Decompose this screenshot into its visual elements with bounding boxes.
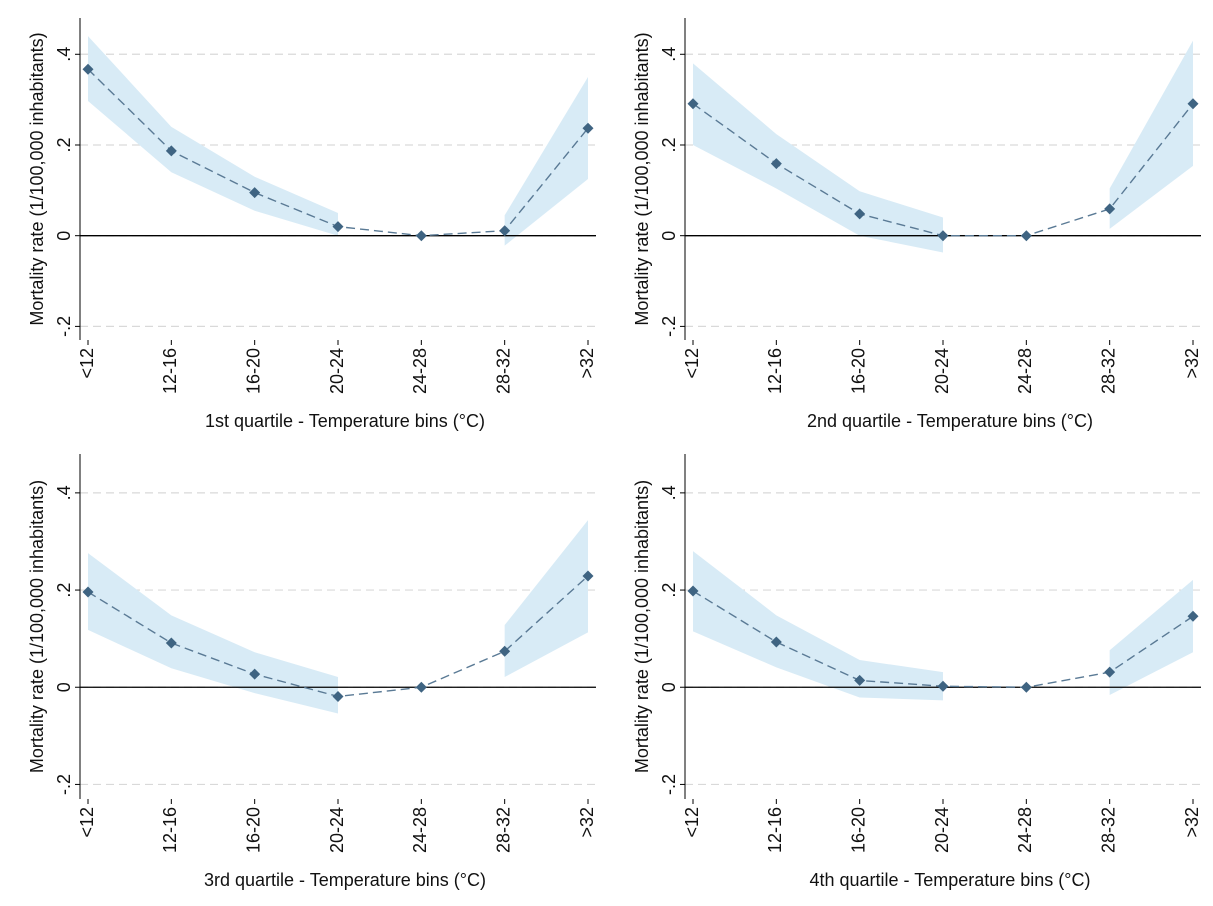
marker (1020, 230, 1032, 242)
marker (415, 230, 427, 242)
y-tick-label: 0 (54, 682, 74, 692)
x-tick-label: >32 (1182, 807, 1202, 838)
panel: -.2 0 .2 .4 <12 12-16 16-20 20-24 24-28 28-32 >32 M… (27, 18, 597, 431)
panel: -.2 0 .2 .4 <12 12-16 16-20 20-24 24-28 28-32 >32 M… (632, 18, 1202, 431)
marker (1104, 666, 1116, 678)
marker (770, 636, 782, 648)
y-tick-label: .4 (659, 485, 679, 500)
confidence-band (504, 76, 588, 246)
marker (854, 674, 866, 686)
marker (1104, 203, 1116, 215)
marker (82, 63, 94, 75)
marker (1187, 610, 1199, 622)
y-axis-label: Mortality rate (1/100,000 inhabitants) (632, 480, 652, 773)
y-tick-label: 0 (659, 231, 679, 241)
y-tick-label: .2 (659, 583, 679, 598)
x-tick-label: 20-24 (327, 807, 347, 853)
x-tick-label: >32 (577, 348, 597, 379)
x-tick-label: <12 (77, 807, 97, 838)
panel: -.2 0 .2 .4 <12 12-16 16-20 20-24 24-28 28-32 >32 M… (632, 454, 1202, 890)
marker (582, 570, 594, 582)
x-tick-label: 24-28 (1015, 807, 1035, 853)
x-tick-label: 12-16 (765, 807, 785, 853)
x-axis-label: 3rd quartile - Temperature bins (°C) (204, 870, 486, 890)
y-tick-label: -.2 (659, 316, 679, 337)
marker (854, 208, 866, 220)
marker (332, 221, 344, 233)
x-tick-label: 16-20 (243, 348, 263, 394)
y-tick-label: -.2 (659, 774, 679, 795)
x-tick-label: 28-32 (493, 348, 513, 394)
marker (687, 585, 699, 597)
y-tick-label: .2 (659, 137, 679, 152)
y-tick-label: .4 (54, 485, 74, 500)
marker (687, 98, 699, 110)
x-tick-label: 24-28 (1015, 348, 1035, 394)
y-axis-label: Mortality rate (1/100,000 inhabitants) (632, 32, 652, 325)
marker (1020, 681, 1032, 693)
x-tick-label: 12-16 (160, 807, 180, 853)
x-tick-label: <12 (682, 807, 702, 838)
panel: -.2 0 .2 .4 <12 12-16 16-20 20-24 24-28 28-32 >32 M… (27, 454, 597, 890)
confidence-band (693, 551, 943, 701)
y-tick-label: 0 (54, 231, 74, 241)
x-tick-label: 16-20 (243, 807, 263, 853)
marker (415, 681, 427, 693)
x-tick-label: 20-24 (932, 348, 952, 394)
x-tick-label: 12-16 (765, 348, 785, 394)
x-tick-label: 28-32 (1098, 348, 1118, 394)
x-tick-label: <12 (77, 348, 97, 379)
x-axis-label: 2nd quartile - Temperature bins (°C) (807, 411, 1093, 431)
x-tick-label: 24-28 (410, 807, 430, 853)
y-tick-label: .4 (54, 47, 74, 62)
marker (499, 645, 511, 657)
marker (770, 158, 782, 170)
confidence-band (88, 36, 338, 236)
x-tick-label: 28-32 (1098, 807, 1118, 853)
marker (82, 586, 94, 598)
x-tick-label: 20-24 (932, 807, 952, 853)
y-tick-label: 0 (659, 682, 679, 692)
x-tick-label: 24-28 (410, 348, 430, 394)
marker (249, 668, 261, 680)
marker (332, 690, 344, 702)
confidence-band (1109, 579, 1193, 696)
marker (937, 230, 949, 242)
marker (165, 145, 177, 157)
marker (1187, 98, 1199, 110)
x-tick-label: <12 (682, 348, 702, 379)
x-tick-label: 16-20 (848, 807, 868, 853)
x-tick-label: 12-16 (160, 348, 180, 394)
y-axis-label: Mortality rate (1/100,000 inhabitants) (27, 480, 47, 773)
y-tick-label: -.2 (54, 316, 74, 337)
y-axis-label: Mortality rate (1/100,000 inhabitants) (27, 32, 47, 325)
marker (582, 122, 594, 134)
y-tick-label: .2 (54, 137, 74, 152)
confidence-band (693, 63, 943, 253)
marker (249, 187, 261, 199)
x-axis-label: 1st quartile - Temperature bins (°C) (205, 411, 485, 431)
x-tick-label: 16-20 (848, 348, 868, 394)
confidence-band (504, 520, 588, 678)
confidence-band (1109, 40, 1193, 229)
x-tick-label: 20-24 (327, 348, 347, 394)
y-tick-label: -.2 (54, 774, 74, 795)
y-tick-label: .4 (659, 47, 679, 62)
marker (499, 225, 511, 237)
x-tick-label: >32 (1182, 348, 1202, 379)
x-axis-label: 4th quartile - Temperature bins (°C) (810, 870, 1091, 890)
confidence-band (88, 553, 338, 714)
marker (165, 637, 177, 649)
x-tick-label: >32 (577, 807, 597, 838)
x-tick-label: 28-32 (493, 807, 513, 853)
y-tick-label: .2 (54, 583, 74, 598)
marker (937, 680, 949, 692)
